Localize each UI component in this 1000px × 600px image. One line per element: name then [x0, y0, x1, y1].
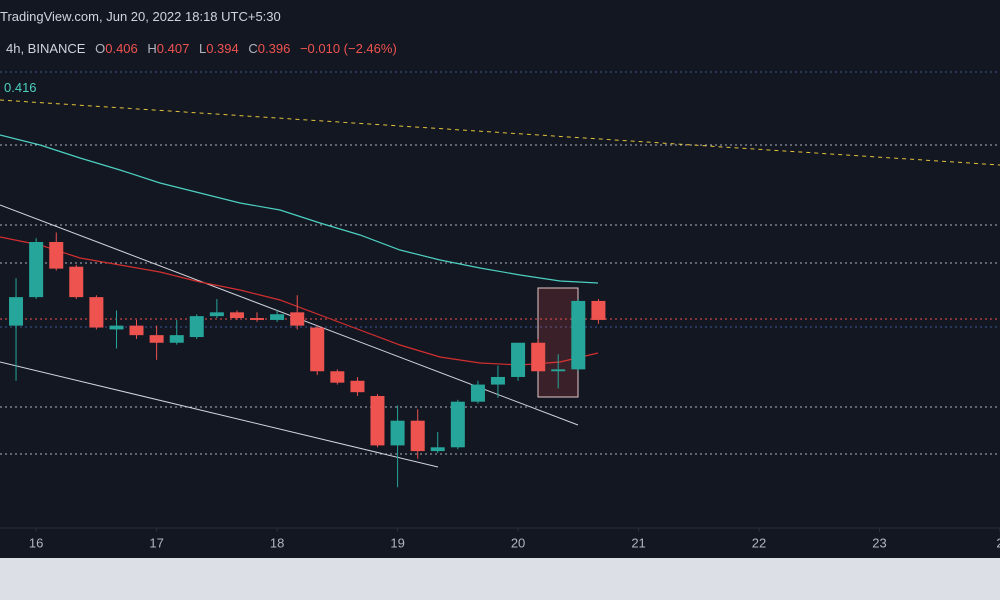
- candle-body: [249, 318, 264, 320]
- candle-body: [129, 325, 144, 336]
- candle-body: [229, 312, 244, 319]
- ma-line: [0, 236, 599, 366]
- candle-body: [370, 395, 385, 446]
- ohlc-label: H: [147, 41, 157, 56]
- x-tick-label: 22: [752, 535, 766, 550]
- candle-body: [169, 335, 184, 343]
- candle-body: [410, 420, 425, 452]
- ohlc-value: 0.394: [206, 41, 239, 56]
- candle-body: [571, 300, 586, 370]
- change: −0.010 (−2.46%): [299, 41, 397, 56]
- candle-body: [149, 335, 164, 343]
- x-tick-label: 20: [511, 535, 525, 550]
- interval: 4h, BINANCE: [6, 41, 86, 56]
- ohlc-label: C: [248, 41, 258, 56]
- header-legend: 4h, BINANCE O0.406 H0.407 L0.394 C0.396 …: [6, 41, 403, 56]
- trendline: [0, 361, 439, 468]
- x-tick-label: 18: [270, 535, 284, 550]
- candle-body: [350, 380, 365, 393]
- candle-body: [109, 325, 124, 330]
- candles: [9, 232, 606, 488]
- candle-body: [450, 401, 465, 448]
- candle-body: [290, 312, 305, 326]
- candle-body: [591, 300, 606, 320]
- ma-line: [0, 134, 599, 284]
- candle-body: [89, 297, 104, 328]
- candle-body: [390, 420, 405, 446]
- candle-body: [531, 342, 546, 372]
- candle-body: [551, 369, 566, 372]
- dashed-trendline: [0, 99, 1000, 166]
- ohlc-value: 0.406: [105, 41, 138, 56]
- ohlc-label: L: [198, 41, 207, 56]
- candle-body: [49, 241, 64, 269]
- bottom-bar: [0, 558, 1000, 600]
- ohlc-value: 0.407: [156, 41, 190, 56]
- x-tick-label: 23: [872, 535, 886, 550]
- candle-body: [270, 314, 285, 320]
- candle-body: [430, 447, 445, 452]
- candle-body: [29, 241, 44, 298]
- ohlc-value: 0.396: [257, 41, 291, 56]
- plot-background: [0, 0, 1000, 558]
- levels: [0, 71, 1000, 468]
- x-tick-label: 19: [390, 535, 404, 550]
- candle-body: [330, 371, 345, 383]
- candle-body: [490, 376, 505, 385]
- candle-body: [189, 316, 204, 338]
- x-tick-label: 17: [149, 535, 163, 550]
- indicator-value: 0.416: [4, 80, 37, 95]
- candle-body: [470, 384, 485, 402]
- candle-body: [9, 297, 24, 326]
- candle-body: [69, 266, 84, 298]
- x-tick-label: 21: [631, 535, 645, 550]
- ohlc-label: O: [95, 41, 106, 56]
- candle-body: [209, 312, 224, 317]
- candle-body: [511, 342, 526, 377]
- candle-body: [310, 327, 325, 372]
- x-tick-label: 2: [996, 535, 1000, 550]
- header-source: TradingView.com, Jun 20, 2022 18:18 UTC+…: [0, 9, 281, 24]
- source-text: TradingView.com, Jun 20, 2022 18:18 UTC+…: [0, 9, 281, 24]
- x-tick-label: 16: [29, 535, 43, 550]
